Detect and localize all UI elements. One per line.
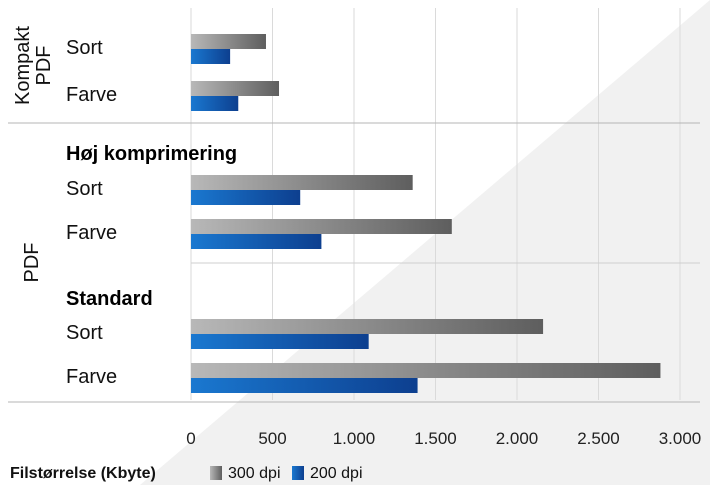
group-label: PDF xyxy=(33,46,55,86)
bar-200-dpi xyxy=(191,378,418,393)
group-separators xyxy=(8,122,700,403)
bar-300-dpi xyxy=(191,219,452,234)
legend-label: 300 dpi xyxy=(228,465,281,482)
x-tick-label: 500 xyxy=(258,429,286,448)
bar-200-dpi xyxy=(191,96,239,111)
row-label: Farve xyxy=(66,222,117,244)
row-label: Farve xyxy=(66,366,117,388)
legend-swatch-200 xyxy=(292,466,304,480)
row-label: Sort xyxy=(66,322,103,344)
section-heading: Høj komprimering xyxy=(66,143,237,165)
x-tick-label: 0 xyxy=(186,429,195,448)
x-tick-label: 3.000 xyxy=(659,429,702,448)
bar-300-dpi xyxy=(191,34,266,49)
x-tick-label: 2.000 xyxy=(496,429,539,448)
x-tick-label: 1.500 xyxy=(414,429,457,448)
bar-300-dpi xyxy=(191,81,280,96)
group-label: Kompakt xyxy=(12,26,34,105)
section-heading: Standard xyxy=(66,288,153,310)
x-tick-label: 2.500 xyxy=(577,429,620,448)
bar-300-dpi xyxy=(191,319,544,334)
bar-300-dpi xyxy=(191,175,413,190)
bar-200-dpi xyxy=(191,49,231,64)
x-tick-label: 1.000 xyxy=(333,429,376,448)
group-label: PDF xyxy=(21,243,43,283)
bars xyxy=(191,34,661,393)
x-tick-labels: 0 500 1.000 1.500 2.000 2.500 3.000 xyxy=(186,429,701,448)
legend-axis-label: Filstørrelse (Kbyte) xyxy=(10,465,156,482)
bar-200-dpi xyxy=(191,234,322,249)
row-label: Farve xyxy=(66,84,117,106)
bar-300-dpi xyxy=(191,363,661,378)
legend: Filstørrelse (Kbyte) 300 dpi 200 dpi xyxy=(10,465,363,482)
bar-200-dpi xyxy=(191,190,301,205)
bar-200-dpi xyxy=(191,334,369,349)
legend-swatch-300 xyxy=(210,466,222,480)
row-label: Sort xyxy=(66,178,103,200)
legend-label: 200 dpi xyxy=(310,465,363,482)
row-label: Sort xyxy=(66,37,103,59)
